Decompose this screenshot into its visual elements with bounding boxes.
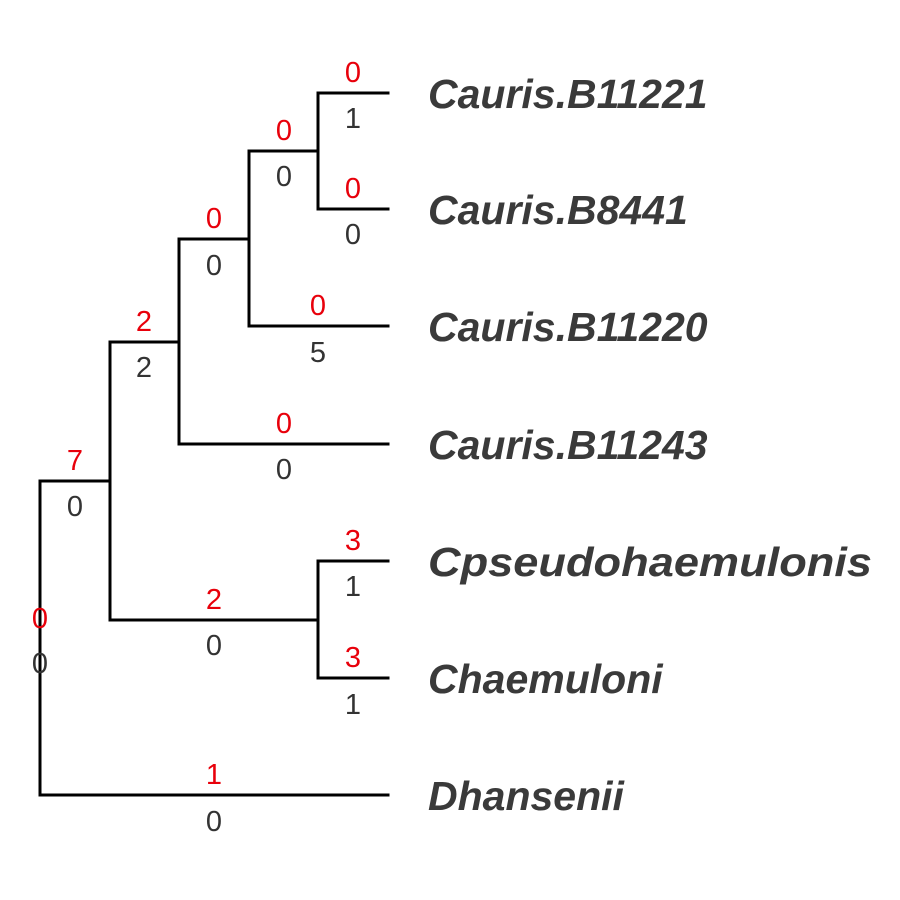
loss-label-cauris-b11220: 5 [310, 337, 326, 369]
tip-label-cpseudohaemulonis: Cpseudohaemulonis [428, 539, 872, 585]
loss-label-root: 0 [32, 648, 48, 680]
loss-label-cauris-b8441: 0 [345, 219, 361, 251]
gain-label-dhansenii: 1 [206, 759, 222, 791]
gain-label-cauris-b8441: 0 [345, 173, 361, 205]
loss-label-node-b11221-b8441: 0 [276, 161, 292, 193]
tip-label-cauris-b8441: Cauris.B8441 [428, 187, 688, 233]
loss-label-dhansenii: 0 [206, 806, 222, 838]
loss-label-node-haemulonii: 0 [206, 630, 222, 662]
tip-label-cauris-b11220: Cauris.B11220 [428, 304, 708, 350]
gain-label-cauris-b11220: 0 [310, 290, 326, 322]
tip-label-cauris-b11221: Cauris.B11221 [428, 71, 708, 117]
gain-labels: 0 0 0 0 0 2 0 7 3 2 0 3 1 [32, 57, 361, 791]
gain-label-cauris-b11221: 0 [345, 57, 361, 89]
loss-label-chaemuloni: 1 [345, 689, 361, 721]
tip-label-cauris-b11243: Cauris.B11243 [428, 422, 708, 468]
loss-label-node-b11220-group: 0 [206, 250, 222, 282]
gain-label-chaemuloni: 3 [345, 642, 361, 674]
tip-labels: Cauris.B11221 Cauris.B8441 Cauris.B11220… [428, 71, 872, 819]
gain-label-node-haemulonii: 2 [206, 584, 222, 616]
tip-label-chaemuloni: Chaemuloni [428, 656, 664, 702]
gain-label-root: 0 [32, 603, 48, 635]
branches [38, 91, 390, 797]
loss-label-cauris-b11243: 0 [276, 454, 292, 486]
gain-label-node-candida: 7 [67, 445, 83, 477]
loss-label-cpseudohaemulonis: 1 [345, 571, 361, 603]
gain-label-node-cauris: 2 [136, 306, 152, 338]
gain-label-cpseudohaemulonis: 3 [345, 525, 361, 557]
loss-labels: 1 0 0 0 5 2 0 0 1 0 0 1 0 [32, 103, 361, 838]
loss-label-node-cauris: 2 [136, 352, 152, 384]
gain-label-node-b11220-group: 0 [206, 203, 222, 235]
gain-label-cauris-b11243: 0 [276, 408, 292, 440]
gain-label-node-b11221-b8441: 0 [276, 115, 292, 147]
tip-label-dhansenii: Dhansenii [428, 773, 626, 819]
loss-label-node-candida: 0 [67, 491, 83, 523]
loss-label-cauris-b11221: 1 [345, 103, 361, 135]
